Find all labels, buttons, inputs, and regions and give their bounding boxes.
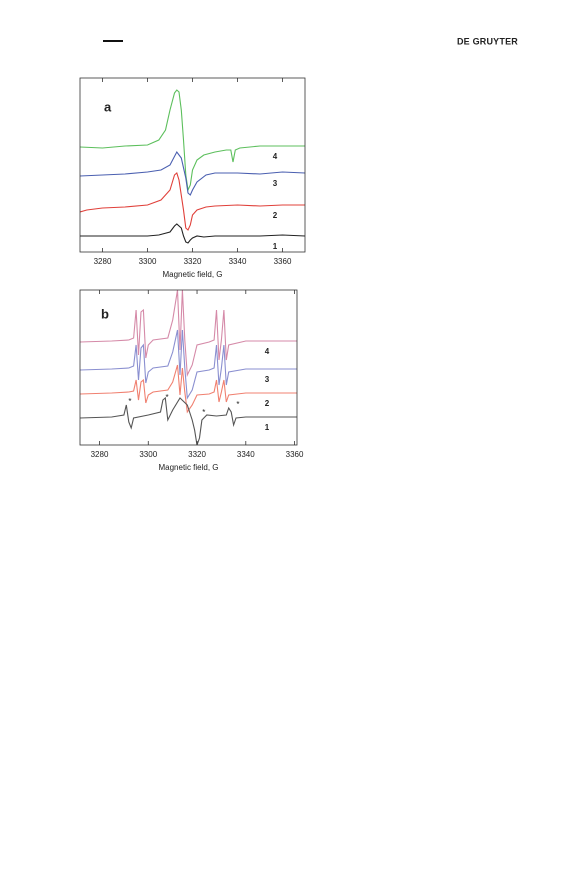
spectrum-line — [80, 223, 305, 244]
annotation: * — [128, 397, 131, 406]
series-label: 4 — [273, 152, 278, 161]
spectrum-line — [80, 396, 297, 445]
x-axis-title: Magnetic field, G — [162, 270, 222, 279]
x-tick-label: 3300 — [139, 257, 157, 266]
x-tick-label: 3280 — [94, 257, 112, 266]
x-tick-label: 3340 — [229, 257, 247, 266]
panel-label: b — [101, 306, 109, 321]
series-label: 3 — [273, 179, 278, 188]
x-tick-label: 3280 — [91, 450, 109, 459]
chart: 4 3 2 1 3280 3300 3320 3340 3360 Magnetic field, … — [79, 289, 304, 472]
panel-label: a — [104, 99, 112, 114]
annotation: * — [202, 408, 205, 417]
spectrum-line — [80, 150, 305, 196]
x-tick-label: 3300 — [139, 450, 157, 459]
spectrum-line — [80, 290, 297, 378]
annotation: * — [236, 400, 239, 409]
x-tick-label: 3360 — [286, 450, 304, 459]
spectrum-line — [80, 329, 297, 400]
series-label: 4 — [265, 347, 270, 356]
chart: 4 3 2 1 3280 3300 3320 3340 3360 Magnetic field, … — [79, 77, 306, 279]
x-tick-label: 3320 — [184, 257, 202, 266]
x-axis-title: Magnetic field, G — [158, 463, 218, 472]
x-tick-label: 3340 — [237, 450, 255, 459]
spectrum-line — [80, 172, 305, 231]
plot-frame — [79, 289, 298, 446]
series-label: 1 — [273, 242, 278, 251]
x-tick-label: 3320 — [188, 450, 206, 459]
plot-frame — [79, 77, 306, 253]
series-label: 1 — [265, 423, 270, 432]
x-tick-label: 3360 — [274, 257, 292, 266]
series-label: 3 — [265, 375, 270, 384]
journal-name: DE GRUYTER — [457, 36, 518, 46]
series-label: 2 — [265, 399, 270, 408]
spectrum-line — [80, 364, 297, 414]
series-label: 2 — [273, 211, 278, 220]
plot-area — [80, 290, 297, 445]
plot-area — [80, 89, 305, 244]
annotation: * — [165, 393, 168, 402]
